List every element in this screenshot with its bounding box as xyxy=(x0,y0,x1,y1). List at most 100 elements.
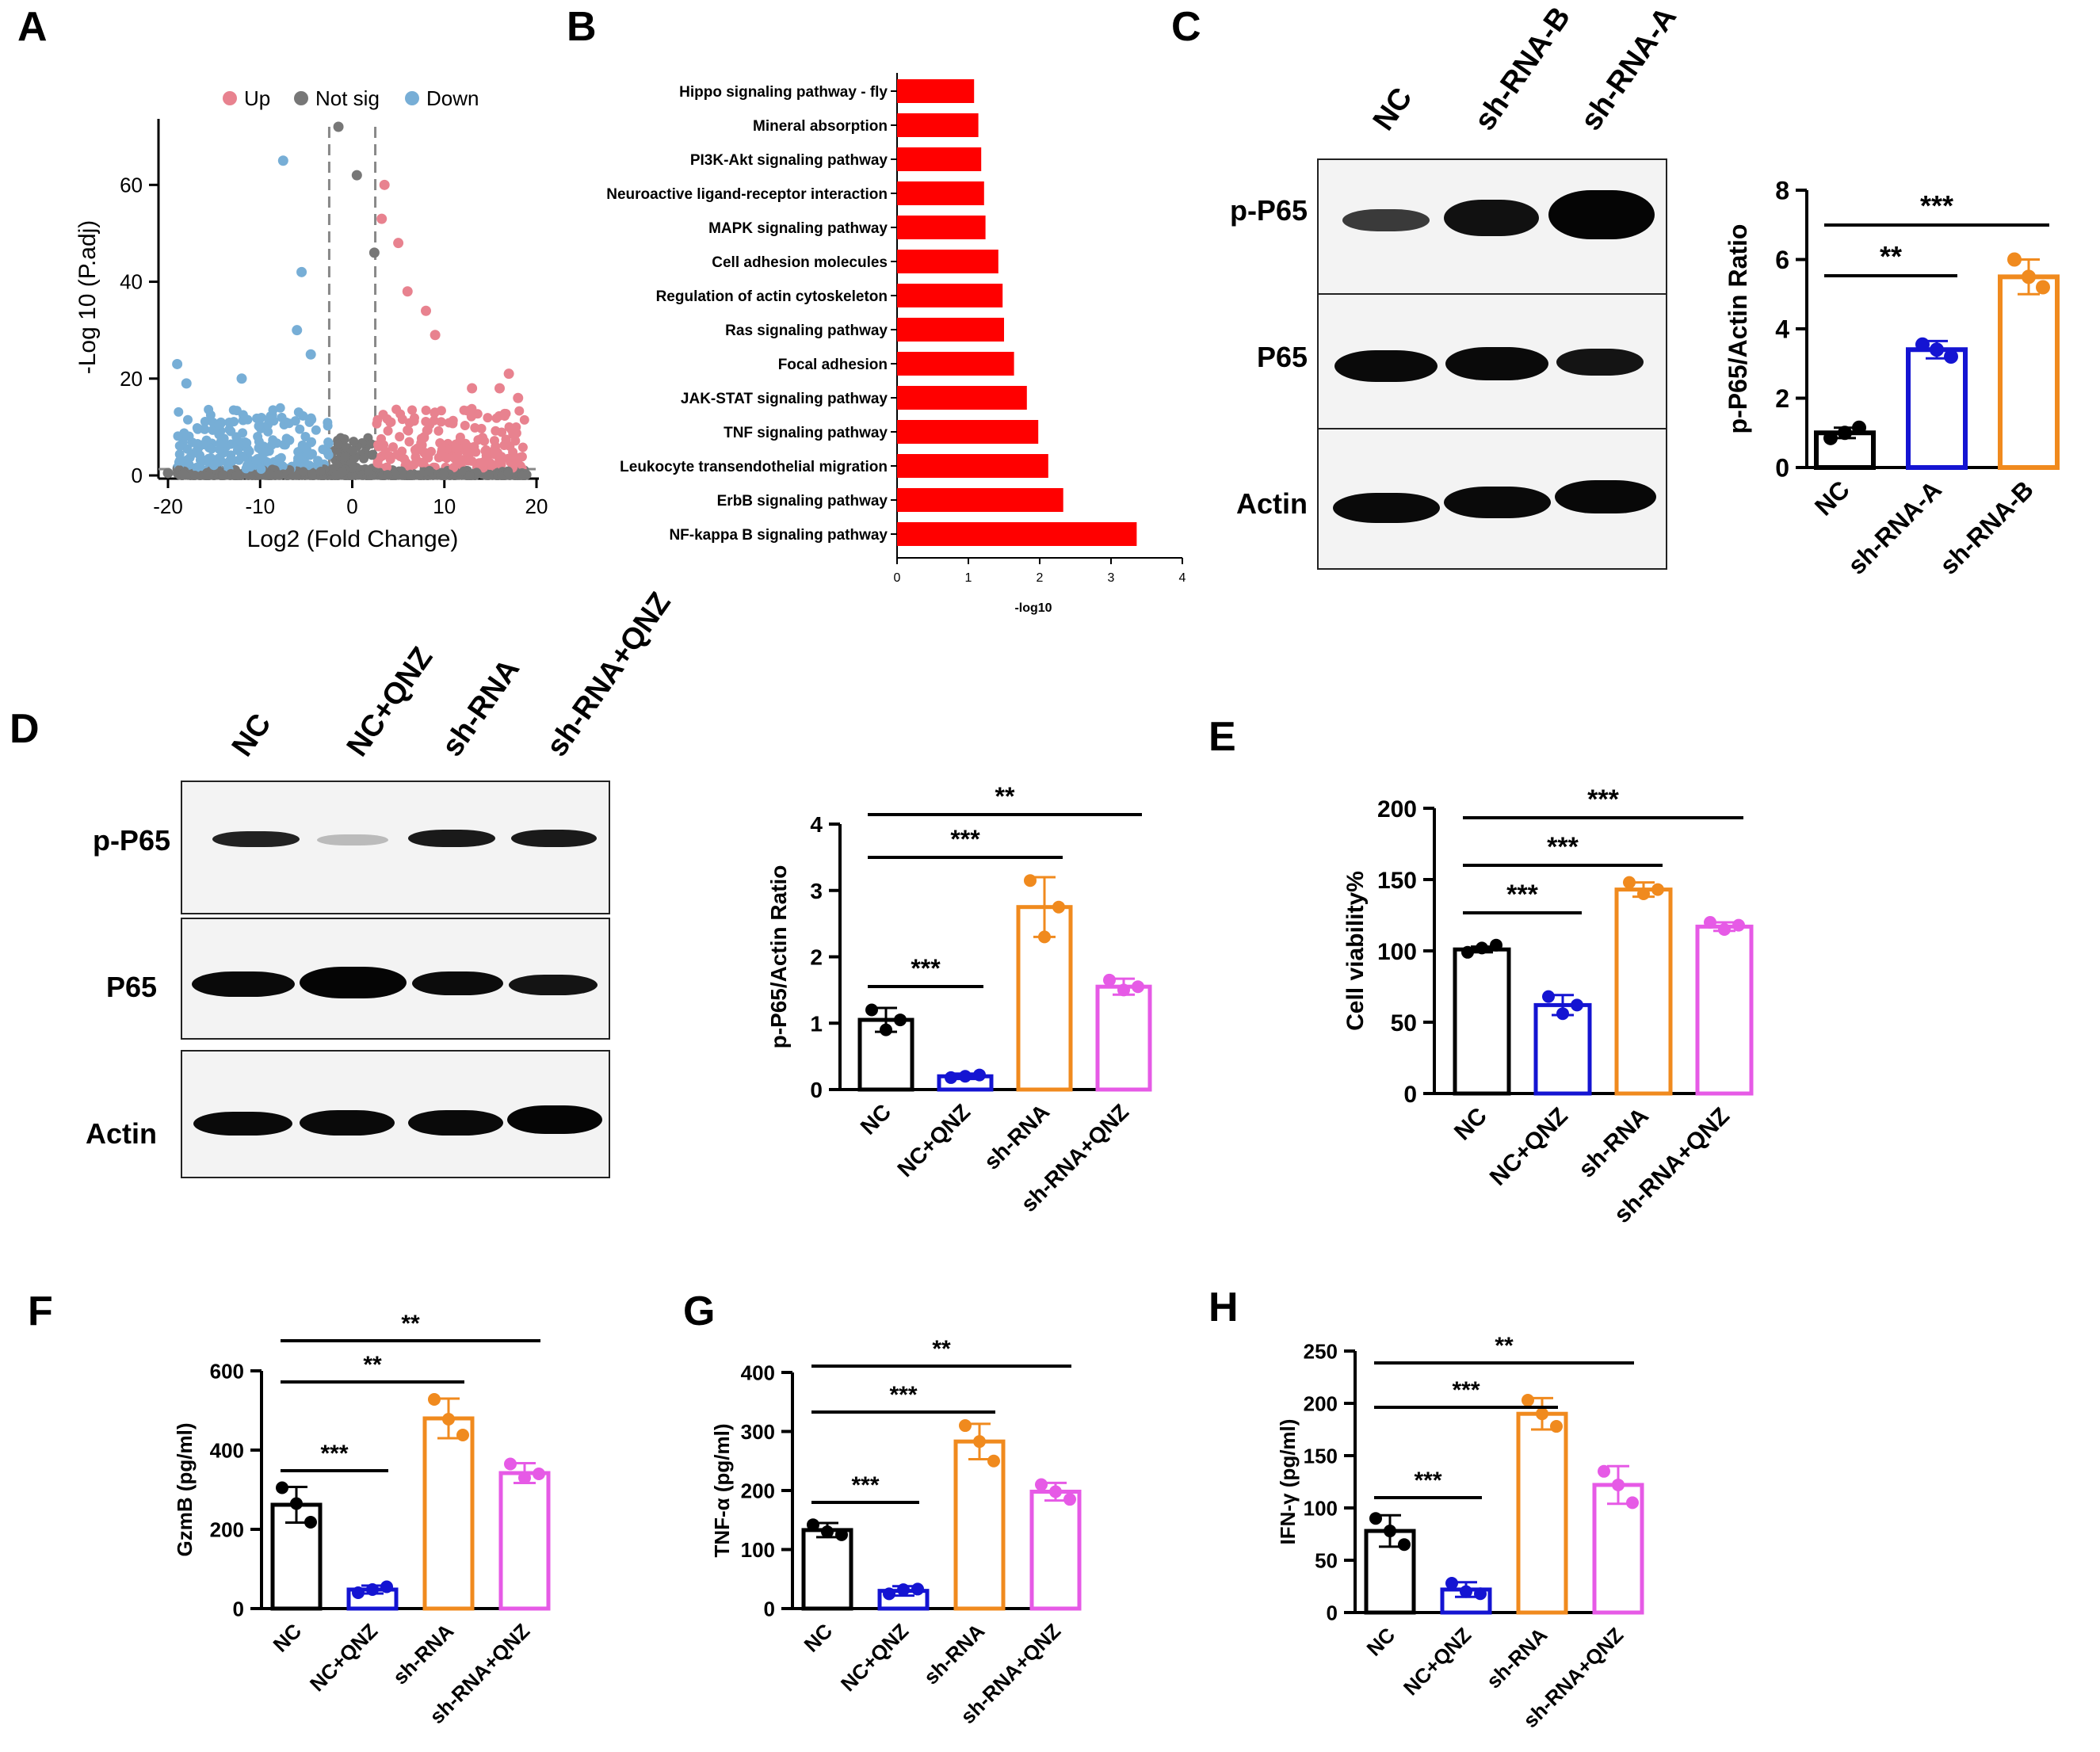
scatter-point xyxy=(339,434,349,445)
category-label: Regulation of actin cytoskeleton xyxy=(656,288,888,305)
y-tick-label: 40 xyxy=(120,270,143,294)
scatter-point xyxy=(388,442,399,452)
scatter-point xyxy=(178,468,189,479)
scatter-point xyxy=(452,443,463,453)
significance-label: *** xyxy=(851,1472,879,1498)
scatter-point xyxy=(315,467,326,477)
band xyxy=(408,1110,503,1136)
scatter-point xyxy=(208,460,219,471)
y-tick-label: 250 xyxy=(1304,1339,1338,1363)
blot-d-p65-membrane xyxy=(181,918,610,1040)
scatter-point xyxy=(268,435,278,445)
category-label: Hippo signaling pathway - fly xyxy=(679,84,888,101)
bar-3 xyxy=(1029,1489,1082,1611)
band xyxy=(511,830,597,847)
scatter-point xyxy=(476,423,487,433)
enrichment-bar-5 xyxy=(897,250,998,273)
scatter-point xyxy=(471,447,481,457)
scatter-point xyxy=(480,445,491,456)
scatter-point xyxy=(519,414,529,425)
data-point xyxy=(1461,945,1474,959)
scatter-point xyxy=(383,470,393,480)
scatter-point xyxy=(189,471,200,480)
data-point xyxy=(1052,900,1065,914)
scatter-point xyxy=(349,453,360,464)
band xyxy=(1555,480,1656,513)
bar-2 xyxy=(1998,274,2060,470)
scatter-point xyxy=(373,440,384,450)
scatter-point xyxy=(245,462,255,472)
category-label: Neuroactive ligand-receptor interaction xyxy=(606,186,888,203)
data-point xyxy=(1038,930,1051,944)
x-tick-label: NC xyxy=(799,1619,837,1657)
scatter-point xyxy=(262,447,272,457)
scatter-point xyxy=(483,413,493,423)
enrichment-bar-6 xyxy=(897,284,1003,307)
y-axis-label: p-P65/Actin Ratio xyxy=(1724,224,1752,434)
panel-label-a: A xyxy=(17,4,48,50)
scatter-point xyxy=(162,468,174,479)
y-tick-label: 100 xyxy=(1377,939,1417,965)
significance-label: ** xyxy=(363,1352,382,1378)
significance-label: *** xyxy=(950,825,980,853)
data-point xyxy=(1384,1525,1396,1538)
scatter-point xyxy=(399,454,410,464)
y-tick-label: 2 xyxy=(1775,384,1789,413)
data-point xyxy=(290,1497,303,1510)
band xyxy=(317,834,388,845)
y-tick-label: 200 xyxy=(741,1479,775,1502)
x-tick-label: NC+QNZ xyxy=(892,1099,975,1181)
significance-label: *** xyxy=(889,1382,917,1408)
data-point xyxy=(1571,998,1583,1012)
data-point xyxy=(1718,923,1731,936)
panel-label-e: E xyxy=(1208,714,1236,760)
scatter-point xyxy=(503,468,514,479)
panel-label-c: C xyxy=(1171,4,1201,50)
data-point xyxy=(973,1068,986,1082)
data-point xyxy=(973,1435,986,1449)
blot-d-actin-membrane xyxy=(181,1050,610,1178)
x-tick-label: 10 xyxy=(433,494,456,518)
band xyxy=(1444,200,1539,236)
y-tick-label: 6 xyxy=(1775,246,1789,274)
y-tick-label: 300 xyxy=(741,1420,775,1444)
x-tick-label: 3 xyxy=(1108,571,1115,585)
bar-2 xyxy=(422,1416,475,1611)
scatter-point xyxy=(410,445,420,455)
scatter-point xyxy=(307,414,317,425)
band xyxy=(1548,190,1655,239)
blot-c-lane-1: sh-RNA-B xyxy=(1468,1,1578,137)
enrichment-bar-12 xyxy=(897,488,1063,512)
band xyxy=(1444,487,1551,518)
data-point xyxy=(897,1583,910,1597)
data-point xyxy=(865,1003,878,1017)
scatter-point xyxy=(295,424,305,434)
scatter-point xyxy=(277,461,288,471)
scatter-point xyxy=(372,458,383,468)
data-point xyxy=(1626,1496,1639,1510)
scatter-point xyxy=(508,429,518,440)
y-tick-label: 0 xyxy=(1327,1601,1338,1624)
scatter-point xyxy=(323,418,333,428)
scatter-point xyxy=(460,421,470,431)
x-tick-label: sh-RNA xyxy=(979,1099,1055,1174)
scatter-point xyxy=(430,330,441,341)
data-point xyxy=(428,1393,441,1406)
enrichment-bar-8 xyxy=(897,352,1014,376)
bar-0 xyxy=(801,1528,853,1611)
scatter-point xyxy=(404,437,414,447)
scatter-point xyxy=(238,415,248,426)
scatter-point xyxy=(192,462,202,472)
data-point xyxy=(1474,1587,1487,1601)
scatter-point xyxy=(513,392,524,403)
category-label: JAK-STAT signaling pathway xyxy=(681,391,888,407)
scatter-point xyxy=(421,305,431,316)
scatter-point xyxy=(205,410,216,420)
scatter-point xyxy=(231,470,242,480)
significance-label: ** xyxy=(401,1311,420,1337)
scatter-point xyxy=(491,413,502,423)
data-point xyxy=(959,1419,972,1433)
scatter-point xyxy=(333,439,343,449)
